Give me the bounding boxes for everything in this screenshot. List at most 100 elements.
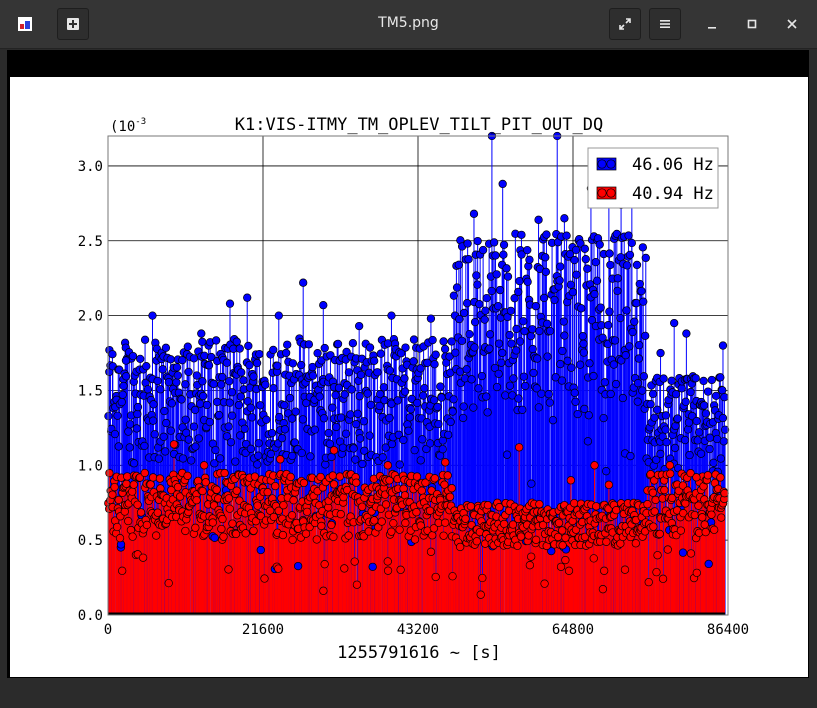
data-point [271, 481, 280, 491]
data-point [508, 520, 518, 529]
data-point [198, 486, 207, 496]
data-point [225, 504, 234, 513]
data-point [575, 360, 585, 369]
data-point [172, 363, 182, 372]
data-point [306, 452, 315, 461]
data-point [166, 426, 175, 435]
data-point [393, 396, 402, 405]
data-point [298, 415, 308, 424]
data-point [149, 416, 158, 425]
data-point [520, 327, 529, 336]
data-point [280, 425, 290, 434]
data-point [544, 389, 553, 399]
data-point [527, 479, 536, 488]
data-point [568, 288, 578, 297]
data-point [153, 376, 162, 386]
data-point [580, 404, 589, 414]
data-point [394, 430, 403, 439]
data-point [332, 422, 341, 432]
data-point [599, 413, 608, 423]
data-point [355, 321, 364, 331]
data-point [253, 460, 262, 469]
data-point [571, 245, 581, 255]
data-point [541, 267, 551, 277]
data-point [633, 378, 643, 388]
data-point [236, 392, 246, 401]
data-point [154, 454, 164, 463]
data-point [710, 525, 719, 535]
data-point [466, 502, 476, 511]
data-point [315, 392, 324, 401]
data-point [387, 439, 397, 449]
data-point [327, 520, 336, 530]
close-button[interactable] [782, 14, 802, 34]
data-point [656, 449, 665, 459]
data-point [288, 451, 297, 461]
data-point [622, 306, 631, 315]
data-point [421, 478, 430, 487]
data-point [598, 585, 608, 594]
data-point [125, 420, 135, 429]
data-point [598, 333, 607, 342]
data-point [280, 401, 289, 410]
data-point [212, 485, 221, 494]
data-point [113, 411, 122, 420]
data-point [401, 518, 410, 528]
data-point [578, 332, 587, 341]
data-point [625, 250, 635, 259]
data-point [225, 398, 234, 407]
data-point [720, 393, 729, 402]
data-point [228, 519, 237, 528]
data-point [631, 539, 640, 548]
data-point [313, 348, 322, 358]
data-point [694, 428, 704, 437]
new-tab-button[interactable] [57, 8, 89, 40]
data-point [381, 500, 391, 509]
data-point [483, 408, 492, 417]
data-point [464, 255, 473, 264]
data-point [525, 561, 535, 570]
data-point [560, 214, 569, 223]
data-point [148, 473, 158, 482]
data-point [512, 324, 521, 334]
data-point [639, 297, 648, 306]
maximize-button[interactable] [742, 14, 762, 34]
fullscreen-button[interactable] [609, 8, 641, 40]
data-point [202, 400, 212, 410]
data-point [610, 336, 620, 345]
data-point [142, 362, 151, 371]
data-point [267, 428, 277, 438]
data-point [274, 564, 283, 573]
data-point [644, 577, 653, 587]
data-point [501, 391, 510, 400]
data-point [540, 579, 549, 588]
data-point [212, 397, 222, 407]
image-canvas[interactable]: 0 21600 43200 64800 86400 0.0 0.5 1.0 1.5 2.0 2.5 3… [10, 77, 808, 677]
data-point [523, 277, 532, 286]
menu-button[interactable] [649, 8, 681, 40]
data-point [661, 425, 670, 434]
data-point [483, 501, 493, 510]
data-point [653, 551, 662, 560]
data-point [606, 260, 615, 270]
data-point [650, 507, 659, 516]
data-point [545, 326, 555, 336]
data-point [166, 355, 175, 364]
minimize-icon [708, 27, 716, 29]
data-point [236, 431, 245, 440]
data-point [591, 257, 600, 267]
data-point [506, 306, 516, 315]
data-point [239, 376, 248, 385]
data-point [117, 397, 126, 407]
data-point [635, 279, 644, 289]
data-point [273, 361, 282, 370]
minimize-button[interactable] [702, 14, 722, 34]
data-point [377, 517, 386, 526]
data-point [513, 541, 522, 550]
window-titlebar: TM5.png [0, 0, 817, 49]
data-point [454, 260, 464, 269]
data-point [719, 437, 728, 446]
data-point [558, 541, 567, 550]
data-point [108, 490, 117, 499]
data-point [685, 450, 694, 460]
